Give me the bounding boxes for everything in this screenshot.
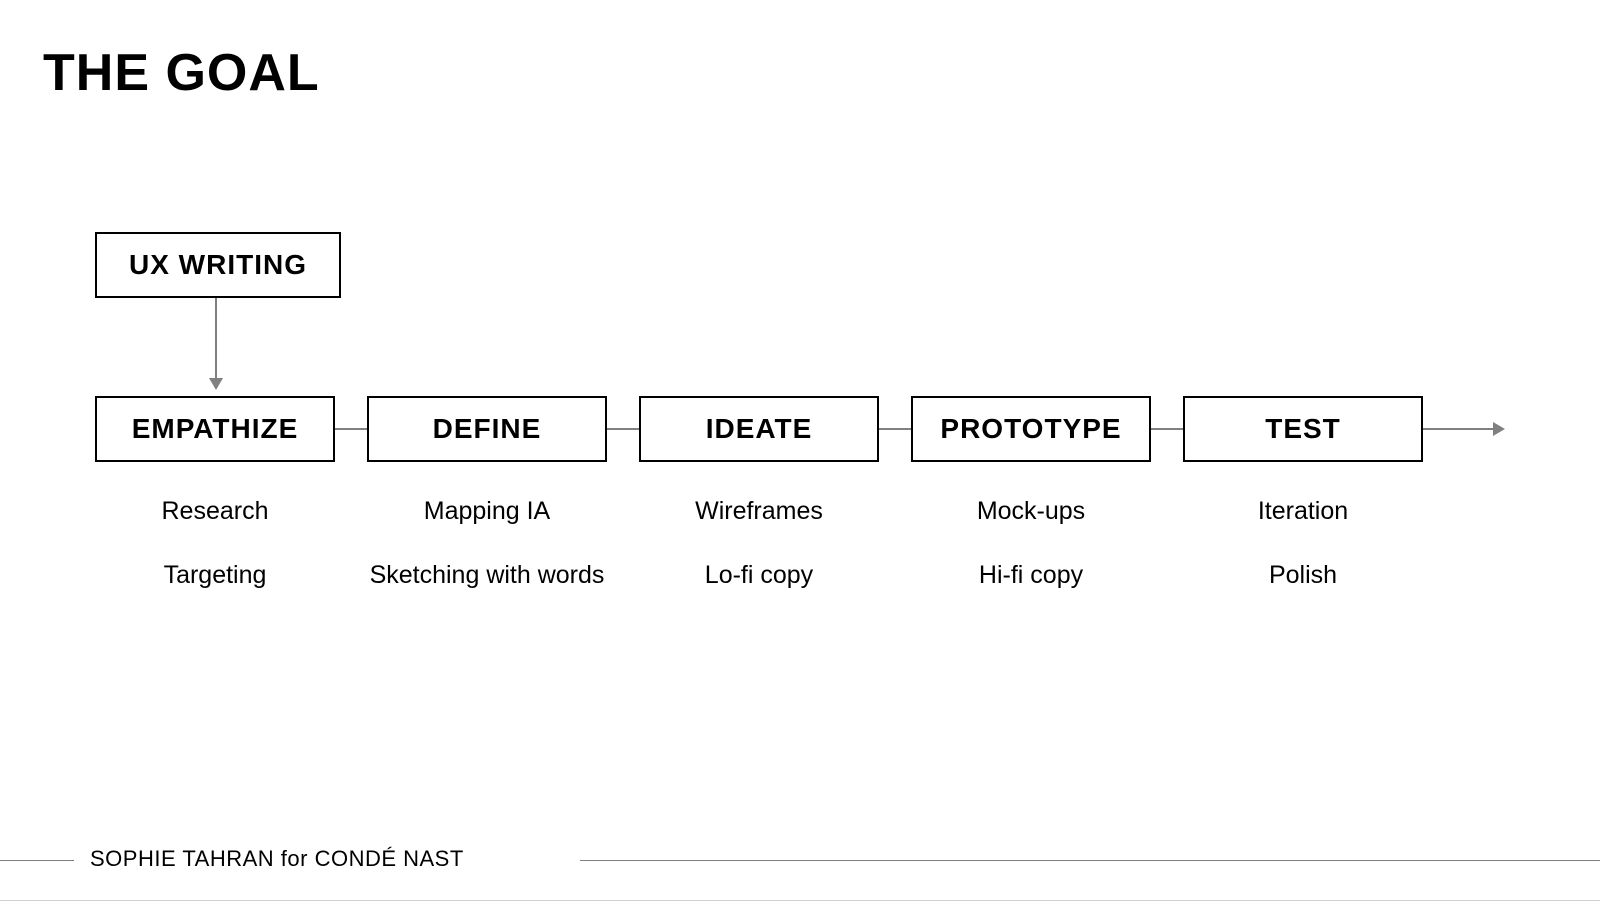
slide-title: THE GOAL — [43, 43, 320, 103]
stage-sub1: Research — [95, 496, 335, 527]
stage-box-test: TEST — [1183, 396, 1423, 462]
connector-line — [879, 428, 911, 430]
footer-rule-right — [580, 860, 1600, 861]
stage-sub1: Mock-ups — [911, 496, 1151, 527]
stage-box-prototype: PROTOTYPE — [911, 396, 1151, 462]
stage-sub1: Wireframes — [639, 496, 879, 527]
stage-sub2: Lo-fi copy — [639, 560, 879, 591]
stage-sub2: Hi-fi copy — [911, 560, 1151, 591]
ux-writing-box: UX WRITING — [95, 232, 341, 298]
slide-footer: SOPHIE TAHRAN for CONDÉ NAST — [0, 846, 1600, 876]
footer-rule-left — [0, 860, 74, 861]
arrow-down-icon — [215, 298, 217, 388]
arrow-right-icon — [1423, 428, 1503, 430]
connector-line — [1151, 428, 1183, 430]
connector-line — [335, 428, 367, 430]
stage-sub2: Sketching with words — [367, 560, 607, 591]
connector-line — [607, 428, 639, 430]
stage-sub2: Polish — [1183, 560, 1423, 591]
stage-sub1: Iteration — [1183, 496, 1423, 527]
stage-box-empathize: EMPATHIZE — [95, 396, 335, 462]
stage-sub1: Mapping IA — [367, 496, 607, 527]
footer-credit: SOPHIE TAHRAN for CONDÉ NAST — [90, 846, 464, 872]
stage-box-define: DEFINE — [367, 396, 607, 462]
stage-sub2: Targeting — [95, 560, 335, 591]
stage-box-ideate: IDEATE — [639, 396, 879, 462]
